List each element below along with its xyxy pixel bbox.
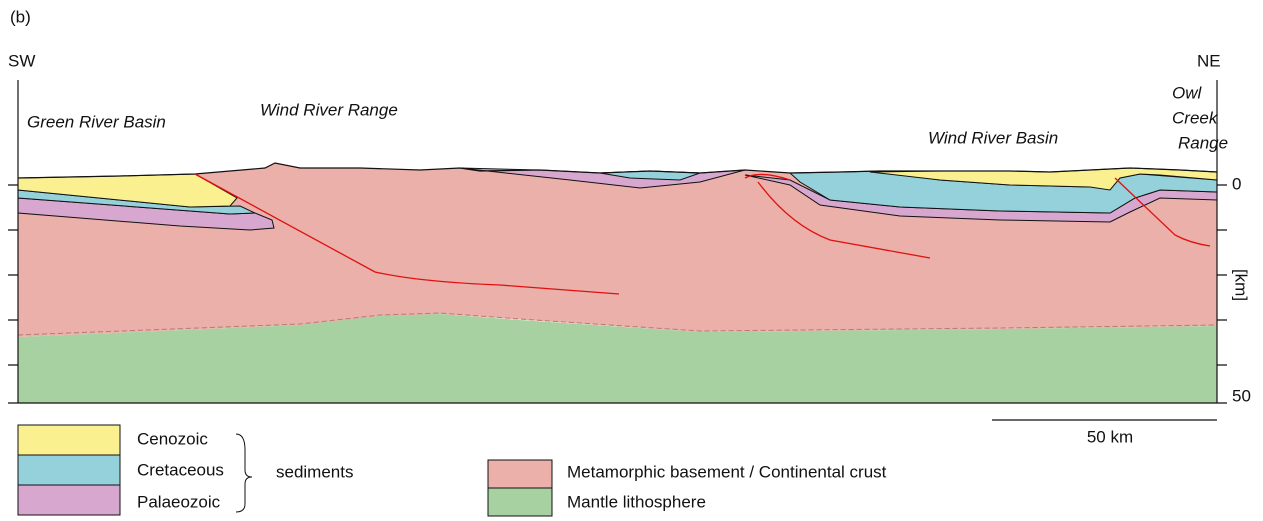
depth-unit: [km] — [1232, 269, 1251, 301]
scale-label: 50 km — [1087, 427, 1133, 446]
region-label: Wind River Range — [260, 100, 398, 119]
fault — [744, 173, 931, 259]
brace — [235, 433, 253, 513]
legend-swatch — [487, 487, 553, 517]
legend-swatch — [487, 459, 553, 489]
legend-swatch — [17, 454, 121, 486]
fault — [1114, 177, 1211, 247]
section — [17, 162, 1218, 403]
region-label: Wind River Basin — [928, 128, 1058, 147]
region-label: Range — [1178, 133, 1228, 152]
legend-label: Metamorphic basement / Continental crust — [567, 462, 887, 481]
legend-label: Cenozoic — [137, 429, 208, 448]
fault — [194, 173, 620, 295]
legend-swatch — [17, 484, 121, 516]
region-label: Green River Basin — [27, 112, 166, 131]
legend-label: Cretaceous — [137, 460, 224, 479]
depth-label: 0 — [1232, 174, 1241, 193]
legend-group: sediments — [276, 462, 353, 481]
panel-label: (b) — [10, 7, 31, 26]
region-label: Creek — [1172, 108, 1219, 127]
depth-label: 50 — [1232, 386, 1251, 405]
region-label: Owl — [1172, 83, 1203, 102]
surface — [17, 162, 1218, 179]
legend-swatch — [17, 424, 121, 456]
legend-label: Mantle lithosphere — [567, 492, 706, 511]
frame — [8, 80, 1227, 421]
mantle — [18, 314, 1217, 403]
direction-sw: SW — [8, 51, 35, 70]
direction-ne: NE — [1197, 51, 1221, 70]
legend-label: Palaeozoic — [137, 492, 221, 511]
legend — [17, 424, 553, 517]
